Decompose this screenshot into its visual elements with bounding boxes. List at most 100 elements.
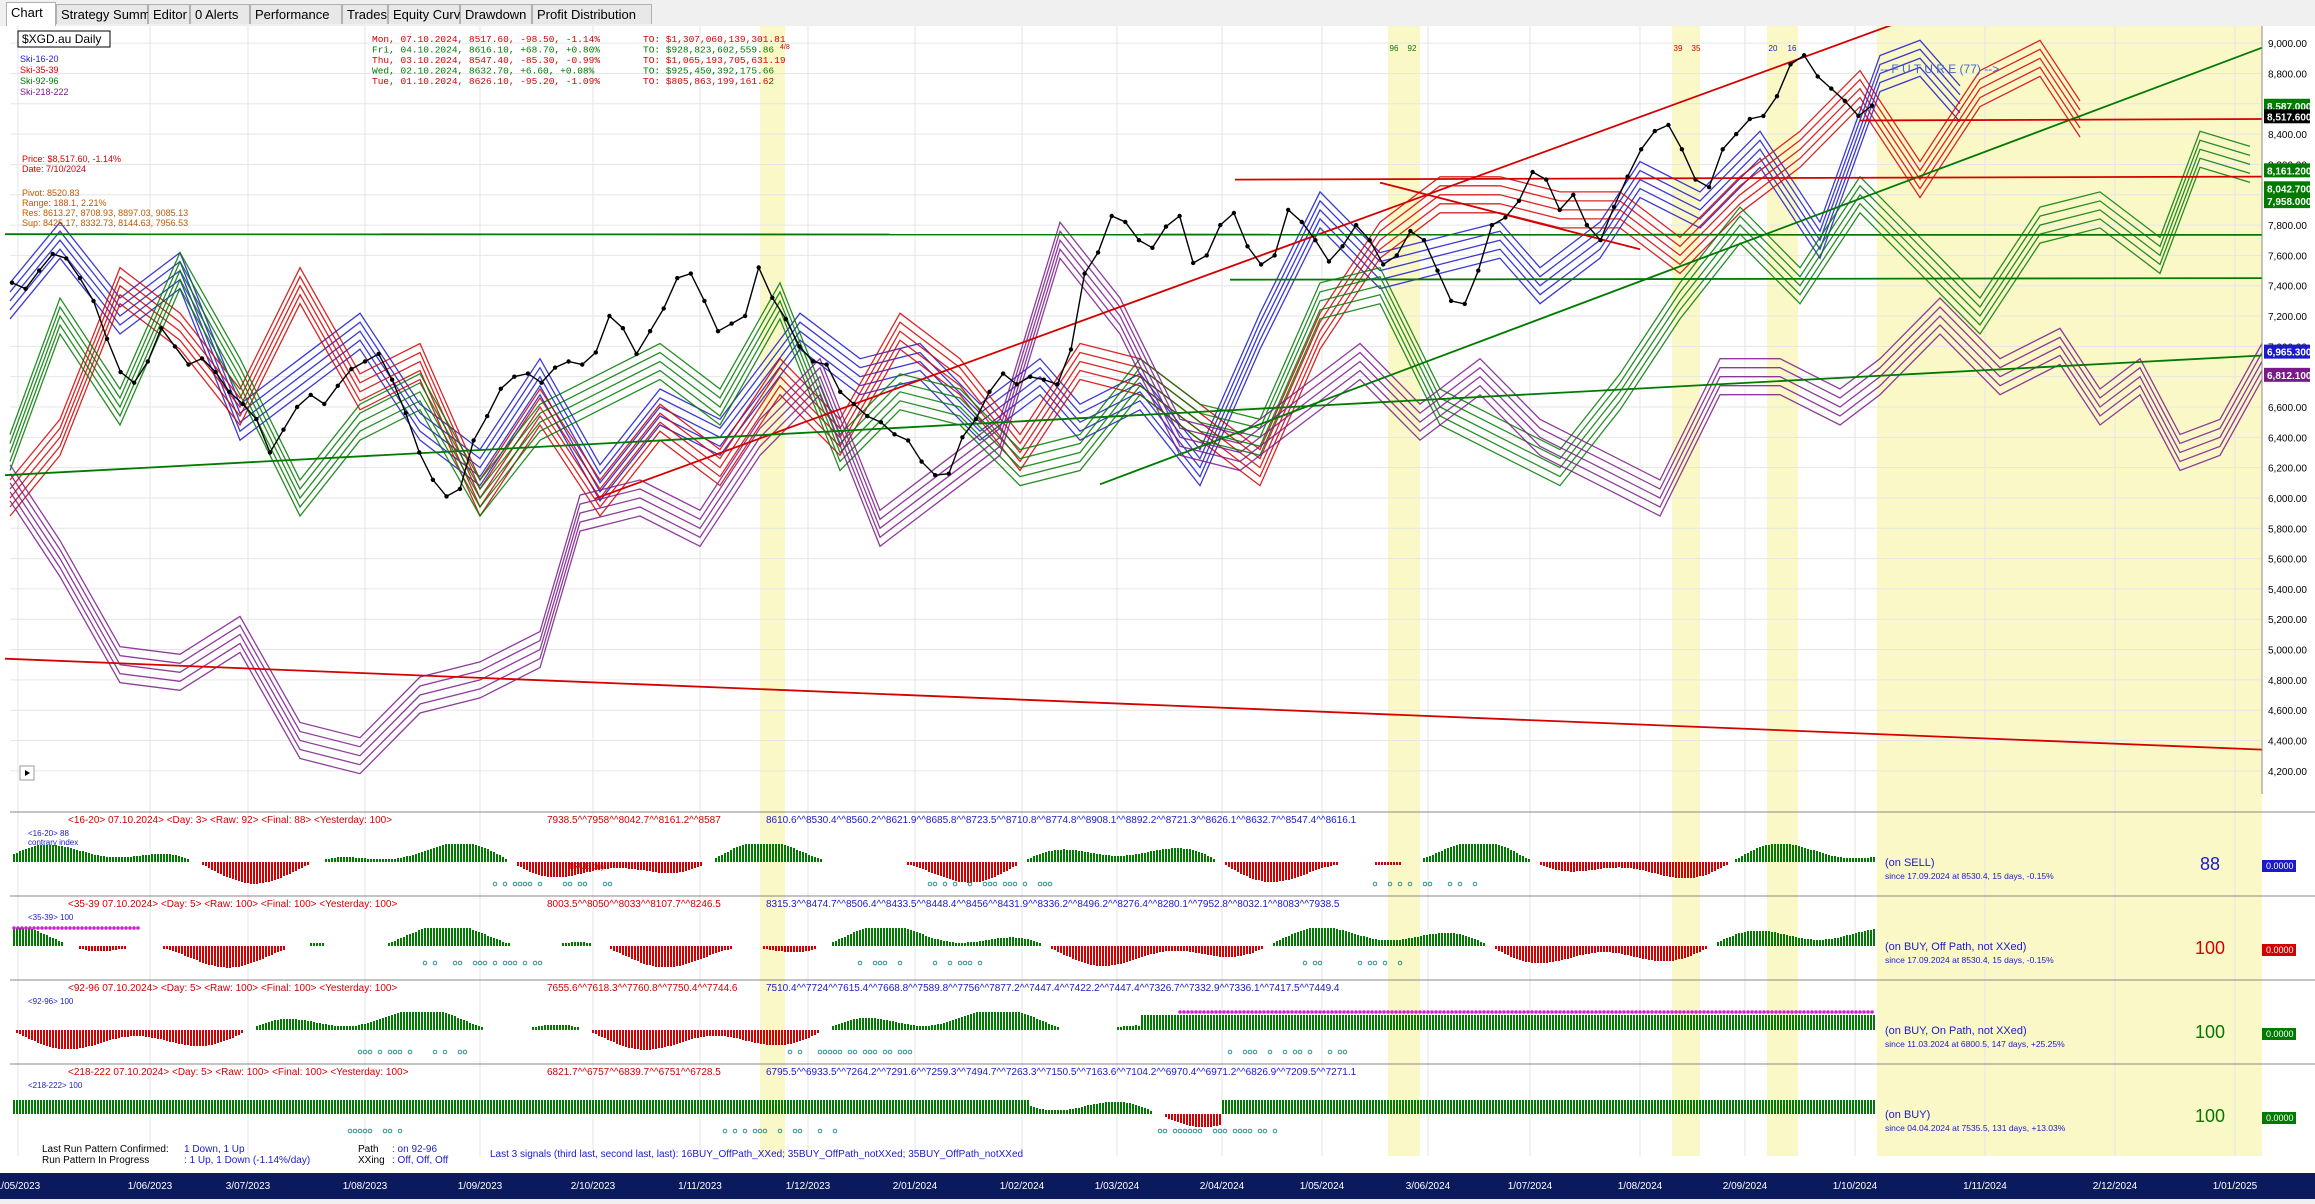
indicator-signal-dot bbox=[1758, 1010, 1762, 1014]
indicator-marker bbox=[492, 881, 498, 887]
tab-drawdown[interactable]: Drawdown bbox=[460, 4, 532, 24]
indicator-signal-dot bbox=[1754, 1010, 1758, 1014]
indicator-marker bbox=[877, 960, 883, 966]
indicator-signal-dot bbox=[1806, 1010, 1810, 1014]
tab-bar: Chart Strategy Summary Editor 0 Alerts Perfo… bbox=[0, 0, 2315, 27]
y-tick-label: 5,600.00 bbox=[2268, 555, 2307, 566]
indicator-signal-dot bbox=[1602, 1010, 1606, 1014]
tab-0-alerts[interactable]: 0 Alerts bbox=[190, 4, 250, 24]
x-tick-label: 1/01/2025 bbox=[2213, 1181, 2258, 1192]
indicator-signal-dot bbox=[1566, 1010, 1570, 1014]
indicator-signal-dot bbox=[1406, 1010, 1410, 1014]
close-price-point bbox=[50, 251, 55, 257]
indicator-status: (on SELL) bbox=[1885, 857, 1935, 869]
trend-line bbox=[1379, 181, 1641, 251]
indicator-signal-dot bbox=[88, 926, 92, 930]
indicator-score: 88 bbox=[2200, 854, 2220, 874]
close-price-point bbox=[1095, 250, 1101, 255]
play-icon bbox=[25, 770, 30, 776]
close-price-point bbox=[1462, 301, 1467, 307]
tab-performance[interactable]: Performance bbox=[250, 4, 342, 24]
close-price-point bbox=[335, 383, 340, 388]
close-price-point bbox=[1530, 169, 1535, 175]
indicator-marker bbox=[862, 1049, 868, 1055]
indicator-signal-dot bbox=[1778, 1010, 1782, 1014]
price-tag-label: 7,958.000 bbox=[2267, 197, 2312, 208]
tab-editor[interactable]: Editor bbox=[148, 4, 190, 24]
indicator-signal-dot bbox=[116, 926, 120, 930]
band-3-line bbox=[9, 238, 2263, 757]
indicator-signal-dot bbox=[1210, 1010, 1214, 1014]
indicator-signal-dot bbox=[1790, 1010, 1794, 1014]
close-price-point bbox=[1258, 262, 1264, 267]
indicator-marker bbox=[432, 960, 438, 966]
close-price-point bbox=[1598, 238, 1603, 243]
indicator-marker bbox=[1457, 881, 1463, 887]
close-price-point bbox=[1842, 98, 1848, 104]
indicator-sub: <16-20> 88 bbox=[28, 829, 69, 838]
close-price-point bbox=[1163, 224, 1169, 229]
close-price-point bbox=[1055, 382, 1060, 387]
close-price-point bbox=[1801, 53, 1807, 58]
indicator-marker bbox=[432, 1049, 438, 1055]
x-tick-label: 1/05/2024 bbox=[1300, 1181, 1345, 1192]
close-price-point bbox=[946, 471, 951, 476]
y-tick-label: 6,200.00 bbox=[2268, 464, 2307, 475]
true-buy-label: TRUE buy bbox=[568, 862, 605, 871]
indicator-signal-dot bbox=[1770, 1010, 1774, 1014]
indicator-signal-dot bbox=[64, 926, 68, 930]
close-price-point bbox=[132, 380, 137, 385]
indicator-signal-dot bbox=[1846, 1010, 1850, 1014]
close-price-point bbox=[851, 401, 856, 407]
close-price-point bbox=[1829, 86, 1834, 91]
tab-strategy-summary[interactable]: Strategy Summary bbox=[56, 4, 169, 24]
price-info: Price: $8,517.60, -1.14% bbox=[22, 154, 121, 164]
indicator-signal-dot bbox=[1330, 1010, 1334, 1014]
indicator-signal-dot bbox=[1430, 1010, 1434, 1014]
indicator-marker bbox=[907, 1049, 913, 1055]
close-price-point bbox=[227, 389, 232, 394]
close-price-point bbox=[254, 416, 259, 422]
indicator-values-a: 8003.5^^8050^^8033^^8107.7^^8246.5 bbox=[547, 899, 721, 910]
indicator-box bbox=[2262, 1028, 2296, 1040]
indicator-signal-dot bbox=[1630, 1010, 1634, 1014]
tab-profit-distribution[interactable]: Profit Distribution bbox=[532, 4, 652, 24]
close-price-point bbox=[485, 413, 490, 419]
indicator-signal-dot bbox=[1546, 1010, 1550, 1014]
x-tick-label: 1/03/2024 bbox=[1095, 1181, 1140, 1192]
indicator-marker bbox=[1387, 881, 1393, 887]
indicator-signal-dot bbox=[1682, 1010, 1686, 1014]
close-price-point bbox=[1191, 260, 1196, 266]
indicator-signal-dot bbox=[1390, 1010, 1394, 1014]
close-price-point bbox=[1421, 238, 1427, 243]
close-price-point bbox=[1245, 244, 1250, 249]
close-price-point bbox=[647, 329, 653, 334]
tab-chart[interactable]: Chart bbox=[6, 2, 56, 26]
footer-confirmed-value: 1 Down, 1 Up bbox=[184, 1144, 245, 1155]
indicator-values-b: 7510.4^^7724^^7615.4^^7668.8^^7589.8^^77… bbox=[766, 983, 1340, 994]
indicator-signal-dot bbox=[1190, 1010, 1194, 1014]
indicator-signal-dot bbox=[56, 926, 60, 930]
tab-equity-curve[interactable]: Equity Curve bbox=[388, 4, 467, 24]
price-tag-label: 6,812.100 bbox=[2267, 371, 2312, 382]
indicator-signal-dot bbox=[1294, 1010, 1298, 1014]
indicator-values-a: 7938.5^^7958^^8042.7^^8161.2^^8587 bbox=[547, 815, 721, 826]
tab-trades[interactable]: Trades bbox=[342, 4, 388, 24]
indicator-signal-dot bbox=[1498, 1010, 1502, 1014]
close-price-point bbox=[1204, 253, 1209, 258]
indicator-marker bbox=[357, 1128, 363, 1134]
indicator-signal-dot bbox=[108, 926, 112, 930]
indicator-signal-dot bbox=[1850, 1010, 1854, 1014]
indicator-marker bbox=[872, 1049, 878, 1055]
price-tag-label: 6,965.300 bbox=[2267, 348, 2312, 359]
legend-entry: Ski-92-96 bbox=[20, 76, 59, 86]
cycle-highlight bbox=[760, 26, 785, 1156]
price-tag bbox=[2264, 98, 2310, 113]
y-tick-label: 6,400.00 bbox=[2268, 433, 2307, 444]
footer-xxing-value: : Off, Off, Off bbox=[392, 1155, 448, 1166]
indicator-marker bbox=[377, 1049, 383, 1055]
y-tick-label: 4,400.00 bbox=[2268, 737, 2307, 748]
trend-line bbox=[1234, 175, 2263, 181]
indicator-signal-dot bbox=[1342, 1010, 1346, 1014]
indicator-signal-dot bbox=[1234, 1010, 1238, 1014]
